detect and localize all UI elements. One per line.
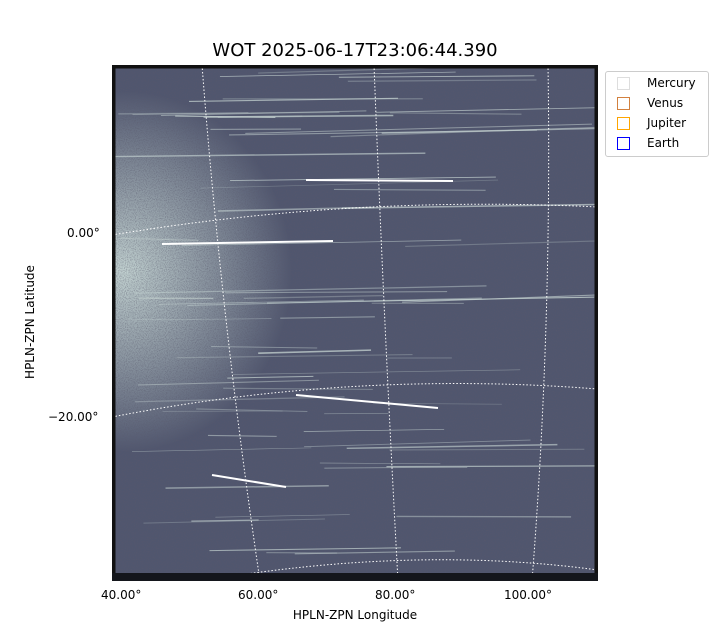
x-tick: 60.00° bbox=[238, 588, 279, 602]
star-trail bbox=[160, 110, 367, 117]
star-trail bbox=[304, 439, 531, 448]
legend-item-earth: Earth bbox=[617, 133, 679, 153]
bright-trail bbox=[161, 240, 334, 245]
star-trail bbox=[127, 318, 272, 321]
star-trail bbox=[134, 396, 345, 403]
plot-title: WOT 2025-06-17T23:06:44.390 bbox=[212, 40, 498, 61]
bright-trail bbox=[305, 179, 454, 182]
legend-item-jupiter: Jupiter bbox=[617, 113, 686, 133]
legend-label: Jupiter bbox=[647, 116, 687, 130]
star-trail bbox=[132, 112, 249, 115]
star-trail bbox=[112, 152, 426, 158]
star-trail bbox=[258, 349, 372, 354]
sky-image bbox=[112, 65, 598, 581]
star-trail bbox=[338, 75, 535, 78]
bright-trail bbox=[211, 474, 287, 488]
star-trail bbox=[196, 408, 308, 413]
star-trail bbox=[217, 115, 303, 119]
legend-label: Earth bbox=[647, 136, 680, 150]
star-trail bbox=[176, 354, 413, 359]
star-trail bbox=[389, 448, 585, 451]
star-trail bbox=[294, 550, 455, 555]
star-trail bbox=[333, 188, 486, 191]
venus-swatch-icon bbox=[617, 96, 630, 110]
star-trail bbox=[189, 97, 399, 102]
star-trail bbox=[225, 290, 448, 294]
star-trail bbox=[209, 547, 401, 552]
star-trail bbox=[389, 112, 522, 115]
star-trail bbox=[319, 462, 441, 465]
earth-swatch-icon bbox=[617, 136, 630, 150]
y-axis-label: HPLN-ZPN Latitude bbox=[23, 265, 37, 379]
star-trail bbox=[266, 296, 595, 304]
star-trails bbox=[112, 66, 598, 555]
coordinate-grid bbox=[112, 65, 598, 581]
star-trail bbox=[143, 518, 325, 524]
star-trail bbox=[232, 369, 521, 375]
star-trail bbox=[203, 114, 394, 118]
star-trail bbox=[181, 239, 462, 246]
star-trail bbox=[243, 294, 384, 300]
legend-item-mercury: Mercury bbox=[617, 73, 696, 93]
bright-trail bbox=[295, 394, 439, 409]
legend: Mercury Venus Jupiter Earth bbox=[605, 71, 709, 157]
star-trail bbox=[134, 285, 487, 294]
star-trail bbox=[245, 123, 592, 134]
legend-label: Mercury bbox=[647, 76, 696, 90]
y-tick: −20.00° bbox=[48, 410, 99, 424]
star-trail bbox=[137, 379, 319, 386]
star-trail bbox=[375, 107, 598, 113]
x-axis-label: HPLN-ZPN Longitude bbox=[292, 608, 418, 622]
star-trail bbox=[330, 126, 598, 138]
star-trail bbox=[187, 297, 482, 307]
y-tick: 0.00° bbox=[67, 226, 100, 240]
star-trail bbox=[346, 443, 558, 450]
star-trail bbox=[215, 514, 350, 518]
star-trail bbox=[324, 466, 468, 469]
star-trail bbox=[158, 299, 364, 305]
star-trail bbox=[211, 346, 318, 349]
legend-label: Venus bbox=[647, 96, 684, 110]
star-trail bbox=[227, 375, 314, 379]
star-trail bbox=[131, 447, 312, 452]
jupiter-swatch-icon bbox=[617, 116, 630, 130]
legend-item-venus: Venus bbox=[617, 93, 683, 113]
star-trail bbox=[347, 79, 537, 83]
star-trail bbox=[405, 240, 598, 247]
mercury-swatch-icon bbox=[617, 76, 630, 90]
star-trail bbox=[303, 429, 445, 432]
star-trail bbox=[191, 519, 259, 522]
star-trail bbox=[219, 71, 456, 77]
x-tick: 80.00° bbox=[375, 588, 416, 602]
star-trail bbox=[386, 465, 598, 468]
star-trail bbox=[217, 206, 375, 212]
star-trail bbox=[229, 129, 537, 136]
star-trail bbox=[230, 176, 496, 182]
x-tick: 40.00° bbox=[101, 588, 142, 602]
star-trail bbox=[280, 316, 375, 319]
star-trail bbox=[120, 237, 199, 241]
star-trail bbox=[207, 434, 277, 437]
x-tick: 100.00° bbox=[504, 588, 552, 602]
star-trail bbox=[223, 387, 373, 391]
